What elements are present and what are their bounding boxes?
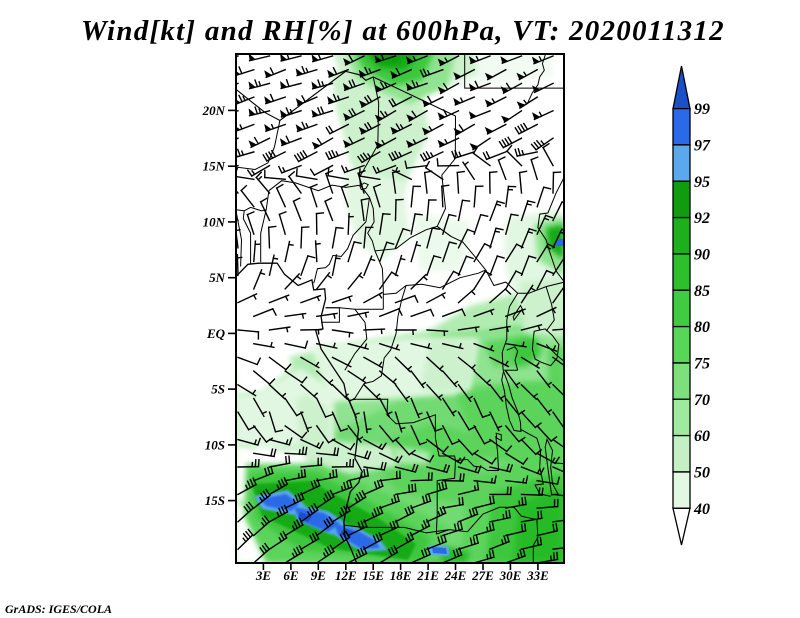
svg-text:20N: 20N (202, 103, 226, 118)
svg-text:80: 80 (694, 319, 710, 336)
svg-text:85: 85 (694, 283, 710, 300)
svg-text:10N: 10N (203, 214, 226, 229)
svg-text:50: 50 (694, 465, 710, 482)
svg-text:75: 75 (694, 356, 710, 373)
svg-text:92: 92 (694, 210, 710, 227)
svg-text:3E: 3E (255, 568, 272, 583)
svg-text:5S: 5S (211, 382, 225, 397)
svg-text:18E: 18E (390, 568, 412, 583)
svg-text:24E: 24E (444, 568, 467, 583)
svg-text:6E: 6E (283, 568, 299, 583)
svg-text:90: 90 (694, 246, 710, 263)
svg-text:33E: 33E (526, 568, 549, 583)
svg-text:5N: 5N (209, 270, 226, 285)
svg-text:10S: 10S (205, 437, 225, 452)
svg-text:70: 70 (694, 392, 710, 409)
svg-text:9E: 9E (311, 568, 327, 583)
svg-text:15E: 15E (362, 568, 384, 583)
svg-text:15N: 15N (203, 159, 226, 174)
svg-text:21E: 21E (416, 568, 439, 583)
svg-text:15S: 15S (205, 493, 225, 508)
svg-text:97: 97 (694, 137, 711, 154)
svg-text:95: 95 (694, 174, 710, 191)
svg-text:12E: 12E (335, 568, 357, 583)
svg-text:60: 60 (694, 428, 710, 445)
svg-text:30E: 30E (499, 568, 522, 583)
svg-text:27E: 27E (471, 568, 494, 583)
svg-text:Wind[kt] and RH[%] at 600hPa,: Wind[kt] and RH[%] at 600hPa, VT: 202001… (81, 15, 725, 47)
svg-text:99: 99 (694, 101, 710, 118)
svg-text:40: 40 (693, 501, 710, 518)
svg-text:GrADS: IGES/COLA: GrADS: IGES/COLA (5, 602, 112, 616)
svg-text:EQ: EQ (206, 326, 226, 341)
